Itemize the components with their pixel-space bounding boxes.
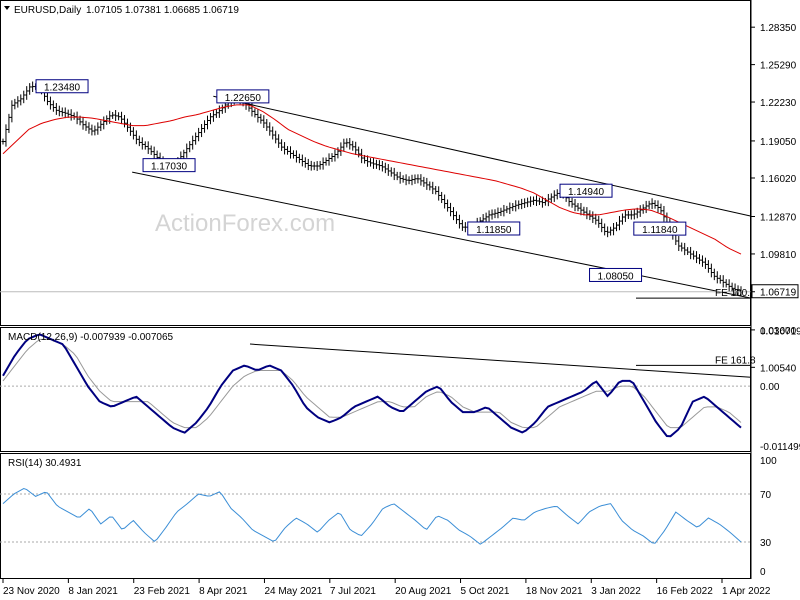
date-tick-label: 16 Feb 2022 bbox=[657, 586, 714, 597]
fe-level-text: FE 161.8 bbox=[715, 355, 756, 366]
price-level-label: 1.22650 bbox=[216, 89, 270, 104]
price-level-label: 1.14940 bbox=[559, 183, 613, 198]
price-level-box bbox=[559, 183, 613, 198]
price-level-box bbox=[467, 221, 521, 236]
price-level-box bbox=[142, 158, 196, 173]
price-level-text: 1.22650 bbox=[225, 93, 262, 104]
date-tick-label: 1 Apr 2022 bbox=[722, 586, 771, 597]
macd-label: MACD(12,26,9) -0.007939 -0.007065 bbox=[8, 332, 174, 343]
macd-tick-label: 0.00 bbox=[760, 382, 780, 393]
rsi-layer: RSI(14) 30.4931 bbox=[0, 458, 751, 545]
price-level-box bbox=[35, 79, 89, 94]
date-tick-label: 24 May 2021 bbox=[264, 586, 322, 597]
price-level-text: 1.14940 bbox=[568, 187, 605, 198]
date-tick-label: 8 Apr 2021 bbox=[199, 586, 248, 597]
rsi-panel-frame bbox=[0, 453, 751, 579]
price-level-label: 1.11840 bbox=[633, 221, 687, 236]
date-tick-label: 20 Aug 2021 bbox=[395, 586, 452, 597]
fe-level-text: FE 100.0 bbox=[715, 288, 756, 299]
chart-header: EURUSD,Daily 1.07105 1.07381 1.06685 1.0… bbox=[4, 5, 239, 16]
price-tick-label: 1.09810 bbox=[760, 250, 797, 261]
price-level-label: 1.08050 bbox=[589, 267, 643, 282]
price-tick-label: 1.03600 bbox=[760, 326, 797, 337]
channel-upper-line bbox=[213, 95, 752, 217]
price-tick-label: 1.25290 bbox=[760, 61, 797, 72]
date-tick-label: 3 Jan 2022 bbox=[591, 586, 641, 597]
price-level-text: 1.17030 bbox=[151, 162, 188, 173]
price-layer: 1.23480 1.22650 1.17030 1.11850 1.14940 1.118… bbox=[0, 79, 756, 366]
ohlc-label: 1.07105 1.07381 1.06685 1.06719 bbox=[86, 5, 239, 16]
price-tick-label: 1.06719 bbox=[760, 288, 797, 299]
macd-tick-label: 0.010719 bbox=[760, 326, 800, 337]
price-level-label: 1.17030 bbox=[142, 158, 196, 173]
price-tick-label: 1.28350 bbox=[760, 23, 797, 34]
date-tick-label: 23 Feb 2021 bbox=[134, 586, 191, 597]
rsi-tick-label: 100 bbox=[760, 456, 777, 467]
macd-line bbox=[2, 333, 742, 438]
price-tick-label: 1.12870 bbox=[760, 213, 797, 224]
price-level-text: 1.11850 bbox=[476, 225, 512, 236]
channel-lower-line bbox=[132, 171, 752, 299]
moving-average-line bbox=[2, 104, 742, 255]
rsi-tick-label: 70 bbox=[760, 490, 772, 501]
symbol-label: EURUSD,Daily bbox=[14, 5, 81, 16]
price-level-box bbox=[216, 89, 270, 104]
dropdown-triangle-icon[interactable] bbox=[4, 6, 10, 10]
axis-layer: 1.28350 1.25290 1.22230 1.19050 1.16020 1.128… bbox=[2, 23, 800, 597]
rsi-label: RSI(14) 30.4931 bbox=[8, 458, 82, 469]
price-level-label: 1.23480 bbox=[35, 79, 89, 94]
rsi-tick-label: 30 bbox=[760, 538, 772, 549]
price-tick-label: 1.22230 bbox=[760, 98, 797, 109]
price-tick-label: 1.00540 bbox=[760, 363, 797, 374]
macd-layer: MACD(12,26,9) -0.007939 -0.007065 bbox=[0, 332, 752, 438]
price-level-box bbox=[589, 267, 643, 282]
price-level-text: 1.11840 bbox=[642, 225, 678, 236]
price-level-box bbox=[633, 221, 687, 236]
date-tick-label: 23 Nov 2020 bbox=[3, 586, 60, 597]
price-level-label: 1.11850 bbox=[467, 221, 521, 236]
date-tick-label: 5 Oct 2021 bbox=[461, 586, 510, 597]
price-tick-label: 1.16020 bbox=[760, 174, 797, 185]
date-tick-label: 18 Nov 2021 bbox=[526, 586, 583, 597]
rsi-line bbox=[2, 487, 742, 545]
rsi-tick-label: 0 bbox=[760, 567, 766, 578]
macd-tick-label: -0.011499 bbox=[760, 442, 800, 453]
date-tick-label: 8 Jan 2021 bbox=[68, 586, 118, 597]
price-level-text: 1.08050 bbox=[597, 271, 634, 282]
watermark: ActionForex.com bbox=[155, 210, 335, 237]
date-tick-label: 7 Jul 2021 bbox=[330, 586, 377, 597]
price-tick-label: 1.19050 bbox=[760, 137, 797, 148]
price-level-text: 1.23480 bbox=[44, 83, 81, 94]
macd-trendline bbox=[249, 343, 752, 378]
